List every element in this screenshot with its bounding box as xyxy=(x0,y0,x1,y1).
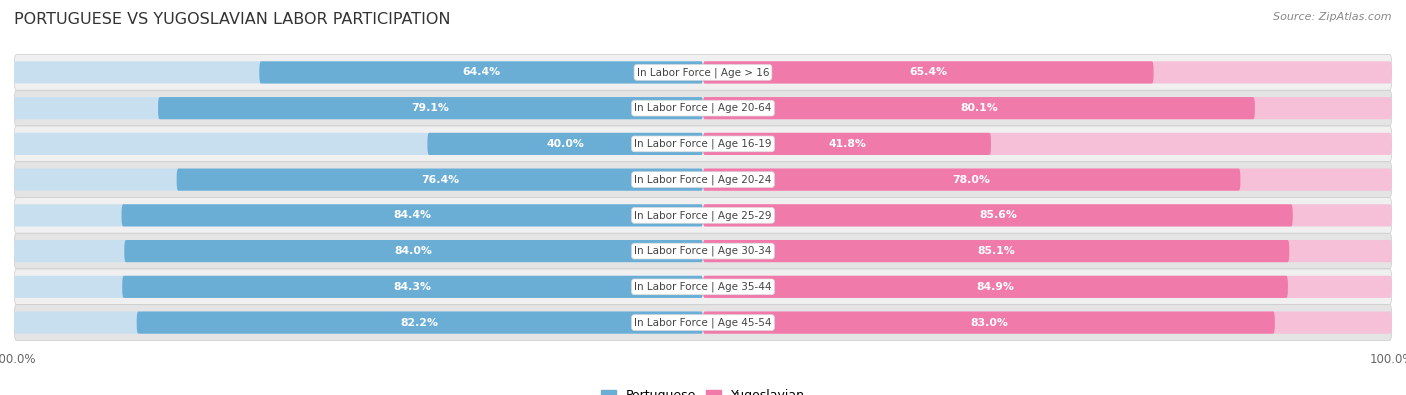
FancyBboxPatch shape xyxy=(703,276,1288,298)
FancyBboxPatch shape xyxy=(703,312,1392,334)
Text: 40.0%: 40.0% xyxy=(547,139,583,149)
FancyBboxPatch shape xyxy=(703,133,1392,155)
FancyBboxPatch shape xyxy=(14,233,1392,269)
FancyBboxPatch shape xyxy=(177,169,703,191)
FancyBboxPatch shape xyxy=(14,269,1392,305)
FancyBboxPatch shape xyxy=(703,169,1392,191)
FancyBboxPatch shape xyxy=(427,133,703,155)
Legend: Portuguese, Yugoslavian: Portuguese, Yugoslavian xyxy=(596,384,810,395)
FancyBboxPatch shape xyxy=(703,61,1392,83)
FancyBboxPatch shape xyxy=(14,276,703,298)
Text: In Labor Force | Age 25-29: In Labor Force | Age 25-29 xyxy=(634,210,772,221)
Text: PORTUGUESE VS YUGOSLAVIAN LABOR PARTICIPATION: PORTUGUESE VS YUGOSLAVIAN LABOR PARTICIP… xyxy=(14,12,450,27)
FancyBboxPatch shape xyxy=(14,169,703,191)
FancyBboxPatch shape xyxy=(121,204,703,226)
FancyBboxPatch shape xyxy=(14,204,703,226)
FancyBboxPatch shape xyxy=(14,55,1392,90)
FancyBboxPatch shape xyxy=(703,133,991,155)
FancyBboxPatch shape xyxy=(14,61,703,83)
FancyBboxPatch shape xyxy=(703,204,1392,226)
Text: In Labor Force | Age 35-44: In Labor Force | Age 35-44 xyxy=(634,282,772,292)
Text: 79.1%: 79.1% xyxy=(412,103,450,113)
Text: 84.4%: 84.4% xyxy=(394,211,432,220)
FancyBboxPatch shape xyxy=(703,240,1392,262)
FancyBboxPatch shape xyxy=(14,198,1392,233)
Text: 64.4%: 64.4% xyxy=(463,68,501,77)
FancyBboxPatch shape xyxy=(14,126,1392,162)
FancyBboxPatch shape xyxy=(703,312,1275,334)
FancyBboxPatch shape xyxy=(703,97,1254,119)
Text: In Labor Force | Age 20-24: In Labor Force | Age 20-24 xyxy=(634,174,772,185)
Text: 84.0%: 84.0% xyxy=(395,246,433,256)
Text: 85.1%: 85.1% xyxy=(977,246,1015,256)
FancyBboxPatch shape xyxy=(14,305,1392,340)
Text: 80.1%: 80.1% xyxy=(960,103,998,113)
FancyBboxPatch shape xyxy=(14,97,703,119)
FancyBboxPatch shape xyxy=(259,61,703,83)
FancyBboxPatch shape xyxy=(703,61,1153,83)
FancyBboxPatch shape xyxy=(122,276,703,298)
FancyBboxPatch shape xyxy=(14,90,1392,126)
Text: Source: ZipAtlas.com: Source: ZipAtlas.com xyxy=(1274,12,1392,22)
FancyBboxPatch shape xyxy=(136,312,703,334)
FancyBboxPatch shape xyxy=(14,312,703,334)
Text: 84.3%: 84.3% xyxy=(394,282,432,292)
Text: In Labor Force | Age 16-19: In Labor Force | Age 16-19 xyxy=(634,139,772,149)
Text: 85.6%: 85.6% xyxy=(979,211,1017,220)
Text: 78.0%: 78.0% xyxy=(953,175,991,184)
Text: 82.2%: 82.2% xyxy=(401,318,439,327)
Text: 84.9%: 84.9% xyxy=(977,282,1014,292)
FancyBboxPatch shape xyxy=(703,204,1292,226)
Text: 65.4%: 65.4% xyxy=(910,68,948,77)
FancyBboxPatch shape xyxy=(124,240,703,262)
Text: In Labor Force | Age 30-34: In Labor Force | Age 30-34 xyxy=(634,246,772,256)
Text: In Labor Force | Age 20-64: In Labor Force | Age 20-64 xyxy=(634,103,772,113)
Text: 83.0%: 83.0% xyxy=(970,318,1008,327)
FancyBboxPatch shape xyxy=(703,276,1392,298)
Text: In Labor Force | Age > 16: In Labor Force | Age > 16 xyxy=(637,67,769,78)
FancyBboxPatch shape xyxy=(703,240,1289,262)
FancyBboxPatch shape xyxy=(14,162,1392,198)
Text: 41.8%: 41.8% xyxy=(828,139,866,149)
Text: 76.4%: 76.4% xyxy=(420,175,458,184)
FancyBboxPatch shape xyxy=(703,169,1240,191)
FancyBboxPatch shape xyxy=(703,97,1392,119)
FancyBboxPatch shape xyxy=(14,133,703,155)
FancyBboxPatch shape xyxy=(14,240,703,262)
FancyBboxPatch shape xyxy=(157,97,703,119)
Text: In Labor Force | Age 45-54: In Labor Force | Age 45-54 xyxy=(634,317,772,328)
